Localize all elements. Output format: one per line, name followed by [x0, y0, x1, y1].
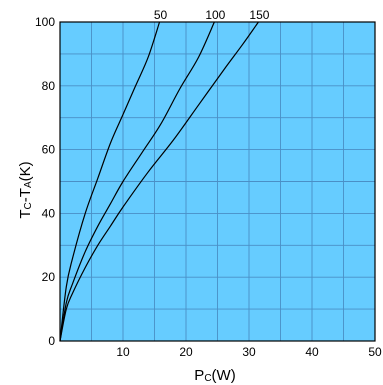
- y-tick-label: 20: [42, 270, 56, 284]
- y-tick-label: 0: [48, 334, 55, 348]
- x-axis-title: PC(W): [194, 367, 235, 384]
- series-curve-100: [59, 21, 215, 342]
- y-tick-labels: 0 20 40 60 80 100: [35, 15, 55, 348]
- y-tick-label: 80: [42, 79, 56, 93]
- x-tick-label: 40: [305, 345, 319, 359]
- series-label-150: 150: [249, 8, 269, 22]
- y-tick-label: 40: [42, 206, 56, 220]
- curves: [59, 21, 259, 342]
- series-label-50: 50: [154, 8, 168, 22]
- y-tick-label: 60: [42, 143, 56, 157]
- series-labels: 50 100 150: [154, 8, 270, 22]
- x-tick-label: 20: [179, 345, 193, 359]
- plot-frame: [59, 21, 376, 342]
- y-axis-title: TC-TA(K): [17, 161, 34, 218]
- x-tick-label: 30: [242, 345, 256, 359]
- x-tick-label: 50: [368, 345, 382, 359]
- series-curve-50: [59, 21, 161, 342]
- series-curve-150: [59, 21, 259, 342]
- series-label-100: 100: [205, 8, 225, 22]
- x-tick-labels: 10 20 30 40 50: [116, 345, 382, 359]
- grid-lines: [60, 22, 375, 341]
- y-tick-label: 100: [35, 15, 55, 29]
- x-tick-label: 10: [116, 345, 130, 359]
